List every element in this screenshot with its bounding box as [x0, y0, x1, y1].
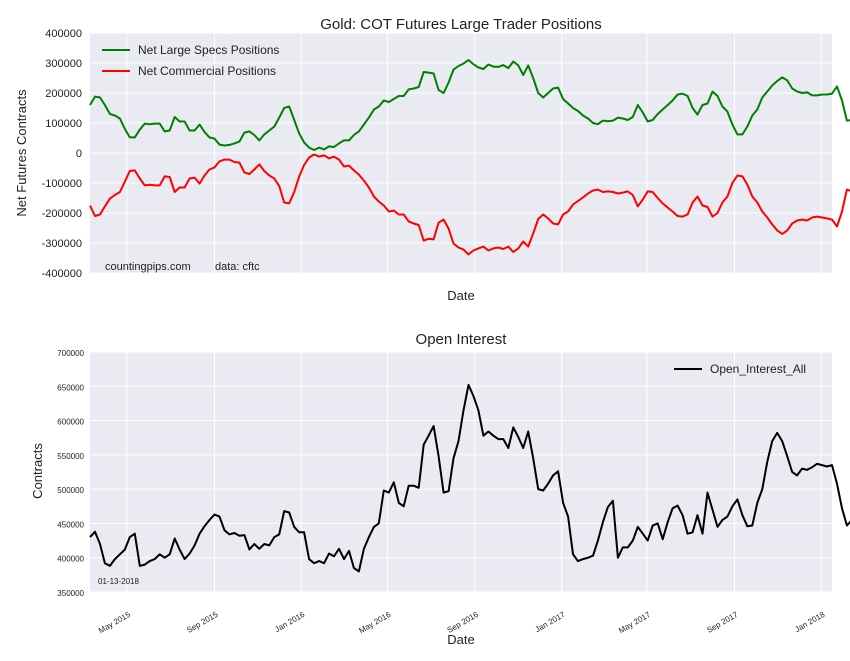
- bottom-chart-title: Open Interest: [416, 331, 508, 348]
- y-tick-label: -400000: [42, 268, 82, 280]
- legend-entry: Net Large Specs Positions: [138, 43, 279, 57]
- y-tick-label: 600000: [57, 418, 84, 427]
- top-chart-title: Gold: COT Futures Large Trader Positions: [320, 16, 602, 33]
- top-chart-ylabel: Net Futures Contracts: [14, 89, 29, 217]
- x-tick-label: Jan 2016: [273, 610, 306, 635]
- y-tick-label: 500000: [57, 486, 84, 495]
- legend-entry: Open_Interest_All: [710, 362, 806, 376]
- data-source-annotation: data: cftc: [215, 261, 260, 273]
- y-tick-label: -300000: [42, 238, 82, 250]
- y-tick-label: 450000: [57, 520, 84, 529]
- y-tick-label: 400000: [45, 28, 82, 40]
- y-tick-label: 100000: [45, 118, 82, 130]
- y-tick-label: -200000: [42, 208, 82, 220]
- y-tick-label: 350000: [57, 589, 84, 598]
- panel-open-interest: 350000 400000 450000 500000 550000 600000 6500…: [57, 349, 850, 635]
- x-tick-label: Jan 2018: [793, 610, 826, 635]
- y-tick-label: 0: [76, 148, 82, 160]
- source-annotation: countingpips.com: [105, 261, 191, 273]
- y-tick-label: 200000: [45, 88, 82, 100]
- series-line-net-large-specs-positions: [89, 59, 850, 151]
- x-tick-label: Sep 2015: [185, 610, 220, 635]
- y-tick-label: 550000: [57, 452, 84, 461]
- plot-background: [90, 352, 832, 592]
- x-tick-label: May 2015: [97, 610, 132, 636]
- series-line-net-commercial-positions: [89, 153, 850, 256]
- date-annotation: 01-13-2018: [98, 577, 139, 586]
- x-tick-label: Jan 2017: [534, 610, 567, 635]
- bottom-chart-xlabel: Date: [447, 632, 474, 647]
- panel-cot-positions: -400000 -300000 -200000 -100000 0 100000 20000…: [42, 28, 850, 280]
- y-tick-label: 700000: [57, 349, 84, 358]
- y-tick-label: 650000: [57, 383, 84, 392]
- plot-panels: -400000 -300000 -200000 -100000 0 100000 20000…: [42, 28, 850, 635]
- y-tick-label: 400000: [57, 555, 84, 564]
- y-tick-label: -100000: [42, 178, 82, 190]
- series-line-open-interest-all: [89, 383, 850, 573]
- bottom-chart-ylabel: Contracts: [30, 443, 45, 499]
- legend-entry: Net Commercial Positions: [138, 64, 276, 78]
- y-tick-label: 300000: [45, 58, 82, 70]
- x-tick-label: May 2016: [357, 610, 392, 636]
- x-tick-label: May 2017: [617, 610, 652, 636]
- top-chart-xlabel: Date: [447, 288, 474, 303]
- x-tick-label: Sep 2017: [705, 610, 740, 635]
